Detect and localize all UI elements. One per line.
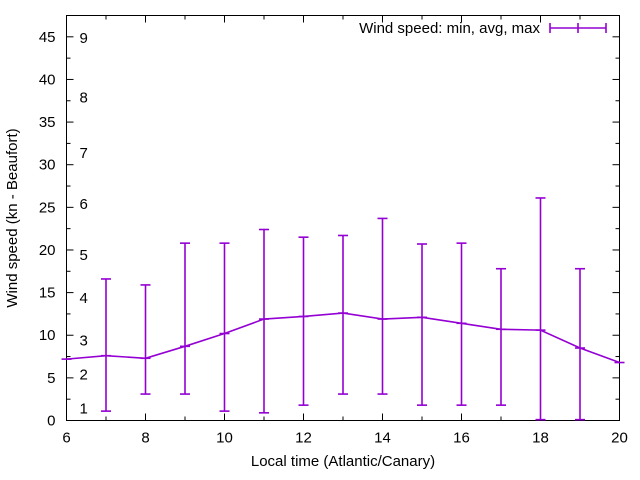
error-bar (377, 217, 388, 395)
x-tick-label: 10 (216, 430, 233, 447)
y-tick-label: 30 (39, 157, 56, 174)
beaufort-label: 2 (80, 367, 88, 384)
x-tick-label: 16 (453, 430, 470, 447)
error-bar (535, 197, 546, 421)
series-wind-speed-min-avg-max (61, 197, 625, 421)
x-axis-title: Local time (Atlantic/Canary) (251, 453, 435, 470)
error-bar (259, 228, 269, 414)
beaufort-label: 5 (80, 247, 88, 264)
beaufort-label: 1 (80, 401, 88, 418)
error-bar (456, 242, 467, 406)
x-tick-label: 6 (62, 430, 70, 447)
y-tick-label: 0 (47, 413, 55, 430)
y-tick-label: 5 (47, 370, 55, 387)
error-bar (338, 234, 348, 395)
beaufort-scale-labels: 1 2 3 4 5 6 7 8 9 (80, 30, 88, 418)
error-bar (219, 242, 230, 412)
y-axis-title: Wind speed (kn - Beaufort) (4, 128, 21, 307)
legend-label: Wind speed: min, avg, max (359, 20, 540, 37)
legend-sample-errorbar (549, 23, 607, 33)
data-series (61, 197, 625, 421)
y-tick-label: 15 (39, 285, 56, 302)
error-bar (140, 284, 151, 395)
error-bar (496, 267, 506, 406)
y-tick-label: 45 (39, 29, 56, 46)
error-bar (417, 243, 427, 406)
x-tick-label: 14 (374, 430, 391, 447)
y-tick-label: 25 (39, 199, 56, 216)
beaufort-label: 8 (80, 90, 88, 107)
x-tick-label: 20 (611, 430, 628, 447)
beaufort-label: 9 (80, 30, 88, 47)
error-bar (298, 236, 309, 406)
x-tick-label: 18 (532, 430, 549, 447)
beaufort-label: 4 (80, 290, 88, 307)
beaufort-label: 3 (80, 333, 88, 350)
error-bar (101, 278, 111, 412)
y-tick-label: 10 (39, 327, 56, 344)
error-bar (180, 242, 190, 395)
beaufort-label: 6 (80, 196, 88, 213)
x-tick-label: 8 (141, 430, 149, 447)
axis-ticks (66, 15, 620, 421)
beaufort-label: 7 (80, 145, 88, 162)
y-tick-label: 35 (39, 114, 56, 131)
x-tick-label: 12 (295, 430, 312, 447)
y-tick-label: 40 (39, 71, 56, 88)
error-bar (575, 267, 585, 421)
legend: Wind speed: min, avg, max (359, 20, 607, 37)
y-tick-label: 20 (39, 242, 56, 259)
